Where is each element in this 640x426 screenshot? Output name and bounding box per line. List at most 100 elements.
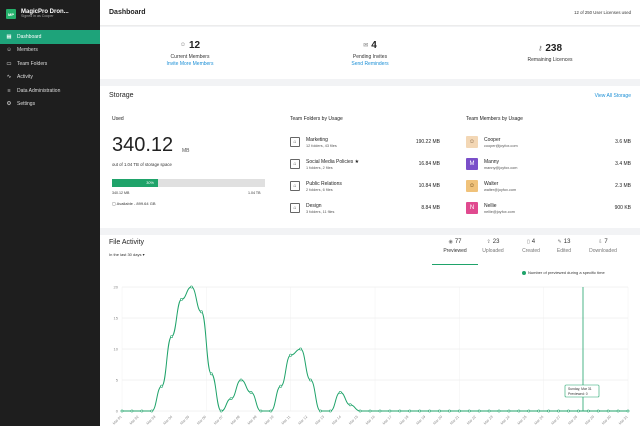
sidebar-item-members[interactable]: ☺ Members — [6, 47, 38, 54]
data-point — [586, 409, 590, 413]
team-folder-icon: ⌂ — [290, 137, 300, 147]
sidebar-item-data-administration[interactable]: ≡ Data Administration — [0, 84, 100, 98]
edit-icon: ✎ — [557, 239, 562, 245]
member-size: 900 KB — [614, 205, 631, 211]
sidebar-item-team-folders[interactable]: ▭ Team Folders — [6, 60, 48, 67]
y-tick-label: 0 — [116, 409, 119, 414]
data-point — [140, 409, 144, 413]
date-range-dropdown[interactable]: In the last 30 days ▾ — [109, 252, 145, 257]
data-point — [170, 335, 174, 339]
data-point — [557, 409, 560, 413]
tab-uploaded[interactable]: ⇪ 23 Uploaded — [482, 239, 504, 254]
x-tick-label: Mar 21 — [449, 415, 460, 426]
member-row[interactable]: ☺ Walter walter@joyfox.com 2.3 MB — [466, 176, 631, 196]
available-storage: ▢ Available - 899.64 GB — [112, 201, 156, 206]
y-tick-label: 5 — [116, 378, 119, 383]
folder-name: Social Media Policies — [306, 158, 354, 165]
current-members-stat: ☺ 12 Current Members Invite More Members — [100, 27, 280, 79]
data-point — [616, 409, 620, 413]
data-point — [467, 409, 471, 413]
x-tick-label: Mar 16 — [365, 415, 376, 426]
invite-more-members-link[interactable]: Invite More Members — [166, 60, 214, 67]
x-tick-label: Mar 02 — [129, 415, 140, 426]
folder-name: Marketing — [306, 136, 328, 143]
app-logo: MP — [6, 9, 16, 19]
sidebar-item-dashboard[interactable]: ▦ Dashboard — [0, 30, 100, 44]
data-point — [368, 409, 372, 413]
x-tick-label: Mar 28 — [567, 415, 578, 426]
eye-icon: ◉ — [448, 239, 453, 245]
member-row[interactable]: N Nellie nellie@joyfox.com 900 KB — [466, 198, 631, 218]
folder-meta: 3 folders, 11 files — [306, 209, 335, 214]
x-tick-label: Mar 05 — [179, 415, 190, 426]
tooltip-date: Sunday, Mar 31 — [568, 387, 592, 391]
tab-downloaded[interactable]: ⇩ 7 Downloaded — [589, 239, 617, 254]
member-name: Nellie — [484, 202, 497, 209]
data-point — [219, 409, 223, 413]
folder-meta: 12 folders, 43 files — [306, 143, 337, 148]
file-icon: ▯ — [526, 239, 530, 245]
folder-size: 190.22 MB — [415, 139, 440, 145]
storage-panel: Storage View All Storage Used 340.12 MB … — [100, 86, 640, 228]
x-tick-label: Mar 10 — [264, 415, 275, 426]
view-all-storage-link[interactable]: View All Storage — [594, 92, 631, 99]
sidebar: MP MagicPro Dron... Signed in as Cooper … — [0, 0, 100, 426]
y-tick-label: 15 — [114, 316, 119, 321]
data-point — [537, 409, 541, 413]
summary-panel: ☺ 12 Current Members Invite More Members … — [100, 27, 640, 79]
x-tick-label: Mar 01 — [112, 415, 123, 426]
data-point — [328, 409, 332, 413]
data-point — [438, 409, 441, 413]
storage-title: Storage — [109, 92, 134, 99]
member-row[interactable]: ☺ Cooper cooper@joyfox.com 3.6 MB — [466, 132, 631, 152]
member-row[interactable]: M Manny manny@joyfox.com 3.4 MB — [466, 154, 631, 174]
key-icon: ⚷ — [537, 46, 543, 52]
folder-row[interactable]: ⌂ Design 3 folders, 11 files 8.84 MB — [290, 198, 440, 218]
remaining-licences-count: 238 — [545, 43, 563, 54]
data-point — [130, 409, 134, 413]
person-icon: ☺ — [179, 42, 186, 48]
tab-edited[interactable]: ✎ 13 Edited — [556, 239, 572, 254]
mail-icon: ✉ — [363, 42, 369, 49]
folder-row[interactable]: ⌂ Public Relations 2 folders, 6 files 10.… — [290, 176, 440, 196]
data-point — [507, 409, 511, 413]
folder-size: 16.84 MB — [418, 161, 440, 167]
tooltip — [564, 384, 600, 398]
brand[interactable]: MP MagicPro Dron... Signed in as Cooper — [0, 0, 100, 28]
folder-row[interactable]: ⌂ Social Media Policies ★ 1 folders, 2 fi… — [290, 154, 440, 174]
data-point — [547, 409, 551, 413]
member-email: nellie@joyfox.com — [484, 209, 515, 214]
x-tick-label: Mar 04 — [163, 415, 174, 426]
member-email: cooper@joyfox.com — [484, 143, 518, 148]
folder-name: Design — [306, 202, 322, 209]
upload-icon: ⇪ — [486, 239, 491, 245]
avatar: ☺ — [466, 136, 478, 148]
folder-row[interactable]: ⌂ Marketing 12 folders, 43 files 190.22 M… — [290, 132, 440, 152]
x-tick-label: Mar 12 — [298, 415, 309, 426]
activity-icon: ∿ — [6, 74, 12, 81]
x-tick-label: Mar 08 — [230, 415, 241, 426]
team-folder-icon: ⌂ — [290, 203, 300, 213]
x-tick-label: Mar 07 — [213, 415, 224, 426]
send-reminders-link[interactable]: Send Reminders — [351, 60, 389, 67]
series-line — [122, 286, 628, 412]
data-point — [229, 397, 233, 401]
pending-invites-label: Pending Invites — [352, 53, 388, 60]
sidebar-item-settings[interactable]: ⚙ Settings — [6, 101, 36, 108]
tab-previewed[interactable]: ◉ 77 Previewed — [432, 239, 478, 265]
x-tick-label: Mar 31 — [618, 415, 629, 426]
license-status: 12 of 250 User Licenses used — [574, 10, 631, 15]
x-tick-label: Mar 17 — [382, 415, 393, 426]
y-tick-label: 20 — [114, 285, 119, 290]
tab-created[interactable]: ▯ 4 Created — [522, 239, 540, 254]
sidebar-item-activity[interactable]: ∿ Activity — [6, 74, 33, 81]
dashboard-icon: ▦ — [6, 33, 12, 40]
pending-invites-count: 4 — [371, 39, 377, 51]
x-tick-label: Mar 18 — [399, 415, 410, 426]
data-point — [249, 391, 253, 394]
x-tick-label: Mar 19 — [416, 415, 427, 426]
data-point — [269, 409, 273, 413]
data-point — [199, 310, 203, 314]
member-name: Manny — [484, 158, 500, 165]
page-title: Dashboard — [109, 9, 146, 16]
